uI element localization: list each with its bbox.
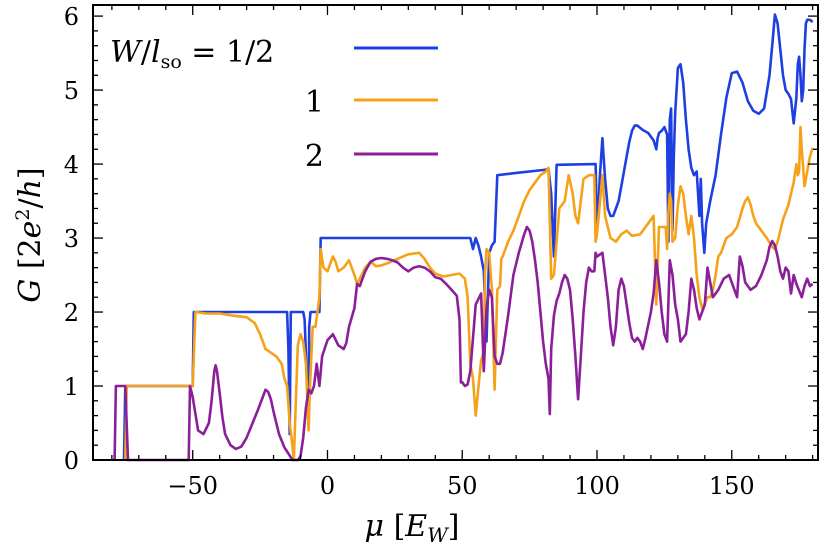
x-axis-title: μ [EW] <box>365 509 460 547</box>
y-tick-label: 6 <box>64 3 79 31</box>
y-tick-label: 4 <box>64 151 79 179</box>
x-tick-label: 100 <box>574 472 620 500</box>
x-tick-label: −50 <box>167 472 218 500</box>
y-tick-label: 2 <box>64 299 79 327</box>
legend-label-two: 2 <box>305 139 324 174</box>
plot-lines <box>113 13 814 462</box>
legend-label-one: 1 <box>305 85 324 120</box>
y-tick-label: 1 <box>64 373 79 401</box>
series-line-half <box>122 13 814 461</box>
x-tick-label: 50 <box>447 472 478 500</box>
x-tick-label: 150 <box>709 472 755 500</box>
legend-label-half: 1/2 <box>226 35 274 70</box>
x-axis-ticks: −50 0 50 100 150 <box>111 5 814 500</box>
series-line-one <box>124 125 814 462</box>
y-tick-label: 5 <box>64 77 79 105</box>
series-line-two <box>113 225 814 462</box>
legend-title: W/lso = 1/2 <box>110 35 274 73</box>
y-axis-ticks: 0 1 2 3 4 5 6 <box>64 3 818 475</box>
y-tick-label: 0 <box>64 447 79 475</box>
x-tick-label: 0 <box>320 472 335 500</box>
y-axis-title: G [2e2/h] <box>12 167 48 302</box>
legend: W/lso = 1/2 1 2 <box>110 35 438 174</box>
y-tick-label: 3 <box>64 225 79 253</box>
plot-frame <box>92 4 819 461</box>
